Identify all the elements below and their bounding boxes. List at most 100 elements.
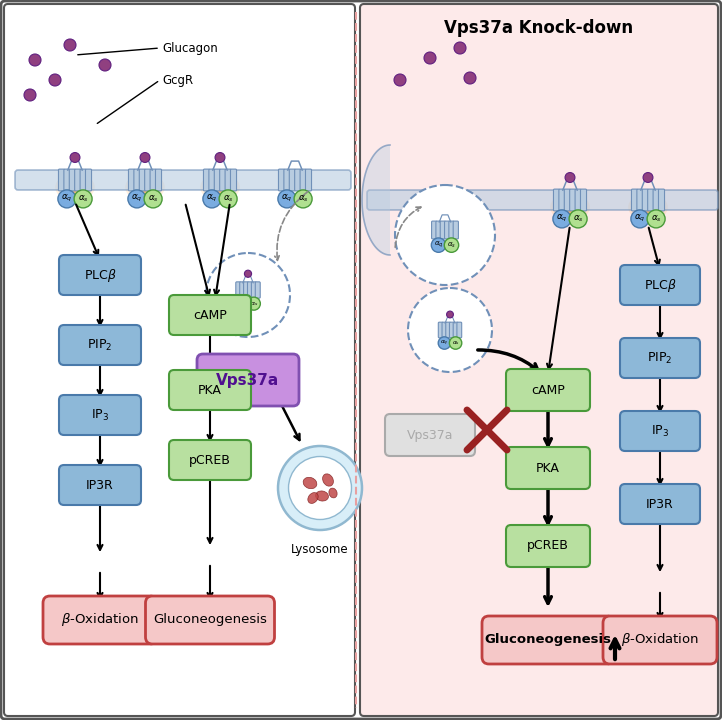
FancyBboxPatch shape: [559, 189, 565, 211]
Text: Vps37a: Vps37a: [406, 428, 453, 441]
FancyBboxPatch shape: [219, 169, 226, 191]
FancyBboxPatch shape: [243, 282, 248, 298]
Text: GcgR: GcgR: [162, 73, 193, 86]
Text: cAMP: cAMP: [531, 384, 565, 397]
Ellipse shape: [61, 177, 90, 197]
FancyBboxPatch shape: [620, 338, 700, 378]
FancyBboxPatch shape: [230, 169, 237, 191]
Ellipse shape: [550, 194, 590, 221]
FancyBboxPatch shape: [169, 370, 251, 410]
Text: PIP$_2$: PIP$_2$: [647, 351, 673, 366]
Circle shape: [206, 253, 290, 337]
Text: $\alpha_s$: $\alpha_s$: [78, 194, 89, 204]
Ellipse shape: [234, 285, 262, 305]
FancyBboxPatch shape: [139, 169, 145, 191]
Circle shape: [438, 337, 451, 349]
Ellipse shape: [634, 197, 662, 217]
FancyBboxPatch shape: [445, 322, 451, 338]
Ellipse shape: [638, 200, 658, 214]
Ellipse shape: [303, 477, 317, 489]
Text: $\alpha_q$: $\alpha_q$: [238, 299, 246, 308]
Text: Vps37a Knock-down: Vps37a Knock-down: [445, 19, 634, 37]
Text: $\alpha_s$: $\alpha_s$: [651, 214, 661, 224]
Text: PLC$\beta$: PLC$\beta$: [84, 266, 116, 284]
FancyBboxPatch shape: [449, 221, 454, 239]
FancyBboxPatch shape: [453, 221, 458, 239]
Circle shape: [395, 185, 495, 285]
Circle shape: [215, 153, 225, 163]
Text: $\alpha_q$: $\alpha_q$: [61, 194, 73, 204]
Text: IP$_3$: IP$_3$: [91, 408, 109, 423]
FancyBboxPatch shape: [43, 596, 157, 644]
FancyBboxPatch shape: [169, 295, 251, 335]
Circle shape: [424, 52, 436, 64]
FancyBboxPatch shape: [620, 484, 700, 524]
Text: Vps37a: Vps37a: [217, 372, 279, 387]
FancyBboxPatch shape: [620, 265, 700, 305]
Text: $\alpha_q$: $\alpha_q$: [434, 240, 443, 251]
FancyBboxPatch shape: [240, 282, 245, 298]
Ellipse shape: [429, 225, 461, 247]
Ellipse shape: [241, 290, 255, 300]
FancyBboxPatch shape: [295, 169, 301, 191]
FancyBboxPatch shape: [214, 169, 220, 191]
FancyBboxPatch shape: [436, 221, 441, 239]
Text: pCREB: pCREB: [189, 454, 231, 467]
FancyBboxPatch shape: [506, 447, 590, 489]
Circle shape: [553, 210, 571, 228]
FancyBboxPatch shape: [658, 189, 664, 211]
FancyBboxPatch shape: [570, 189, 575, 211]
Text: $\alpha_q$: $\alpha_q$: [206, 194, 217, 204]
Circle shape: [569, 210, 587, 228]
FancyBboxPatch shape: [59, 255, 141, 295]
Circle shape: [128, 190, 146, 208]
Text: $\alpha_q$: $\alpha_q$: [634, 213, 645, 225]
FancyBboxPatch shape: [565, 189, 570, 211]
FancyBboxPatch shape: [648, 189, 653, 211]
Text: PKA: PKA: [198, 384, 222, 397]
FancyBboxPatch shape: [360, 4, 718, 716]
Circle shape: [454, 42, 466, 54]
Text: pCREB: pCREB: [527, 539, 569, 552]
Circle shape: [24, 89, 36, 101]
Circle shape: [203, 190, 221, 208]
FancyBboxPatch shape: [197, 354, 299, 406]
FancyBboxPatch shape: [442, 322, 447, 338]
Circle shape: [49, 74, 61, 86]
FancyBboxPatch shape: [367, 190, 718, 210]
Text: Lysosome: Lysosome: [291, 543, 349, 556]
FancyBboxPatch shape: [236, 282, 240, 298]
FancyBboxPatch shape: [248, 282, 253, 298]
FancyBboxPatch shape: [432, 221, 437, 239]
Text: $\beta$-Oxidation: $\beta$-Oxidation: [621, 631, 699, 649]
Circle shape: [248, 297, 261, 310]
Ellipse shape: [55, 174, 95, 201]
Circle shape: [29, 54, 41, 66]
FancyBboxPatch shape: [4, 4, 355, 716]
FancyBboxPatch shape: [64, 169, 70, 191]
FancyBboxPatch shape: [59, 465, 141, 505]
Ellipse shape: [323, 474, 334, 486]
Circle shape: [278, 446, 362, 530]
Ellipse shape: [206, 177, 235, 197]
FancyBboxPatch shape: [653, 189, 659, 211]
Ellipse shape: [131, 177, 160, 197]
Ellipse shape: [238, 288, 258, 302]
Circle shape: [444, 238, 458, 252]
FancyBboxPatch shape: [59, 325, 141, 365]
Circle shape: [219, 190, 237, 208]
Circle shape: [294, 190, 312, 208]
Ellipse shape: [316, 491, 329, 501]
Circle shape: [408, 288, 492, 372]
FancyBboxPatch shape: [643, 189, 648, 211]
Text: $\alpha_s$: $\alpha_s$: [451, 339, 460, 347]
FancyBboxPatch shape: [575, 189, 581, 211]
FancyBboxPatch shape: [445, 221, 450, 239]
Ellipse shape: [200, 174, 240, 201]
Circle shape: [144, 190, 162, 208]
FancyBboxPatch shape: [144, 169, 151, 191]
Ellipse shape: [125, 174, 165, 201]
FancyBboxPatch shape: [457, 322, 461, 338]
Circle shape: [289, 456, 352, 520]
Circle shape: [99, 59, 111, 71]
